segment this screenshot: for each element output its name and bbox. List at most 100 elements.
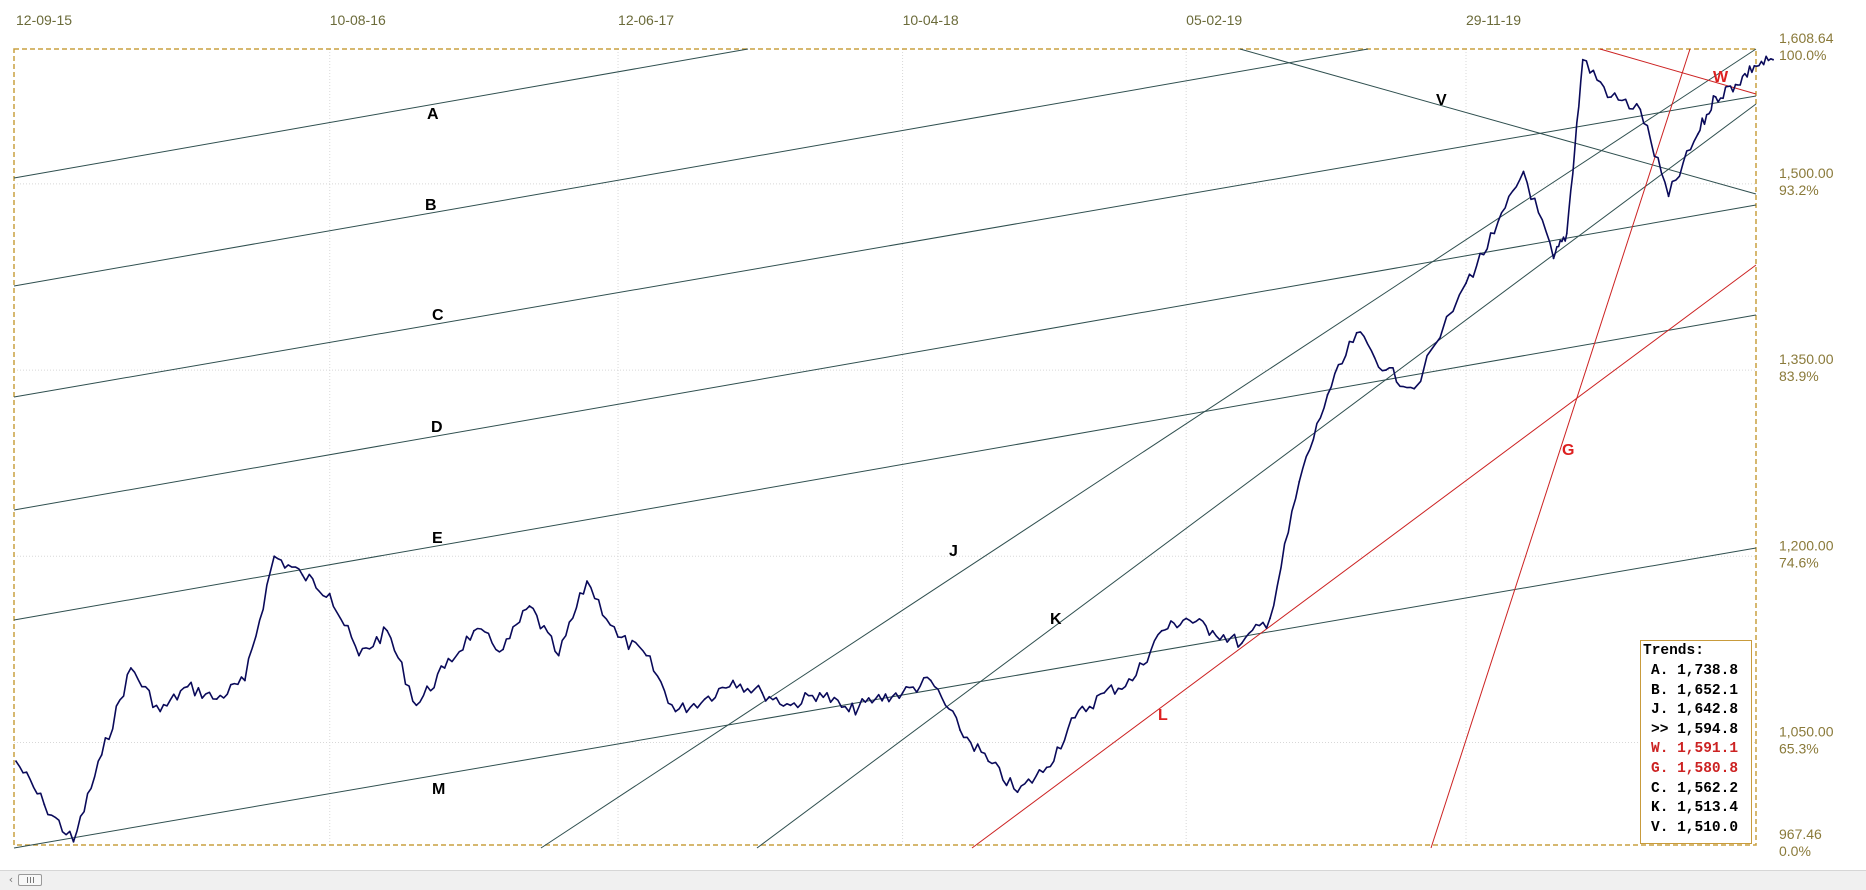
trend-label-m: M xyxy=(432,781,445,798)
price-point xyxy=(1103,692,1106,694)
trend-line-j xyxy=(540,48,1757,849)
price-point xyxy=(848,710,850,713)
price-point xyxy=(301,574,304,576)
price-point xyxy=(901,692,904,694)
price-point xyxy=(1269,617,1271,620)
trend-line-d xyxy=(13,204,1757,511)
trend-label-k: K xyxy=(1050,611,1062,628)
trends-box: Trends: A. 1,738.8 B. 1,652.1 J. 1,642.8 >>… xyxy=(1640,640,1752,844)
price-point xyxy=(674,710,677,713)
price-point xyxy=(415,704,418,707)
price-point xyxy=(1355,331,1358,334)
trend-row-value: 1,562.2 xyxy=(1668,780,1739,797)
trend-label-l: L xyxy=(1158,707,1168,724)
x-tick-label: 12-06-17 xyxy=(618,12,674,28)
price-point xyxy=(645,654,648,657)
price-point xyxy=(703,698,706,700)
trend-line-l xyxy=(971,264,1757,849)
trend-row-value: 1,642.8 xyxy=(1668,702,1739,719)
price-point xyxy=(1565,232,1568,235)
trend-row-label: G. xyxy=(1651,761,1669,777)
price-point xyxy=(1298,480,1301,483)
price-point xyxy=(1522,170,1525,173)
trend-row: K. 1,513.4 xyxy=(1651,800,1738,816)
price-point xyxy=(186,685,189,688)
horizontal-scrollbar[interactable]: ‹ xyxy=(0,870,1866,890)
price-point xyxy=(557,654,560,657)
trend-row: >> 1,594.8 xyxy=(1651,722,1738,738)
y-tick-price: 1,500.00 xyxy=(1779,165,1834,181)
trend-row: G. 1,580.8 xyxy=(1651,761,1738,777)
trend-label-d: D xyxy=(431,419,443,436)
trend-line-g xyxy=(1430,48,1691,849)
price-point xyxy=(929,679,932,682)
price-point xyxy=(1465,282,1467,285)
price-point xyxy=(1413,387,1416,390)
price-point xyxy=(1240,642,1243,645)
chart: 12-09-15 10-08-16 12-06-17 10-04-18 05-02-19… xyxy=(13,12,1834,859)
y-tick-price: 967.46 xyxy=(1779,826,1822,842)
price-point xyxy=(1045,766,1048,769)
trend-lines xyxy=(13,48,1757,849)
y-tick-price: 1,050.00 xyxy=(1779,724,1834,740)
price-point xyxy=(818,692,821,694)
scroll-thumb[interactable] xyxy=(18,874,42,886)
trend-row-label: A. xyxy=(1651,663,1669,679)
trend-row: C. 1,562.2 xyxy=(1651,781,1738,797)
trend-row-value: 1,594.8 xyxy=(1668,721,1739,738)
trend-label-j: J xyxy=(949,543,958,560)
price-point xyxy=(1074,716,1076,719)
price-point xyxy=(987,760,990,763)
x-tick-label: 05-02-19 xyxy=(1186,12,1242,28)
trend-row-label: W. xyxy=(1651,741,1669,758)
trend-label-b: B xyxy=(425,197,437,214)
trend-row-label: B. xyxy=(1651,682,1669,699)
price-point xyxy=(1552,257,1555,260)
price-point xyxy=(732,679,734,682)
trend-row-label: J. xyxy=(1651,702,1669,719)
price-point xyxy=(473,629,475,632)
trends-title: Trends: xyxy=(1643,643,1704,659)
price-point xyxy=(1160,629,1163,632)
price-point xyxy=(1696,133,1699,136)
trend-row-value: 1,510.0 xyxy=(1668,819,1739,836)
trend-label-w: W xyxy=(1713,69,1729,86)
price-point xyxy=(1493,232,1496,235)
x-axis: 12-09-15 10-08-16 12-06-17 10-04-18 05-02-19… xyxy=(16,12,1521,28)
trend-label-g: G xyxy=(1562,442,1574,459)
price-point xyxy=(215,698,218,700)
price-point xyxy=(1016,791,1019,794)
price-point xyxy=(528,605,531,607)
price-point xyxy=(1667,195,1670,198)
y-tick-price: 1,200.00 xyxy=(1779,537,1834,553)
trend-line-v xyxy=(1239,48,1757,195)
plot-frame xyxy=(13,48,1757,846)
price-line xyxy=(15,55,1774,843)
price-point xyxy=(273,555,276,558)
trend-row-label: C. xyxy=(1651,780,1669,797)
grid xyxy=(14,49,1756,845)
trend-row-value: 1,652.1 xyxy=(1668,682,1739,699)
y-tick-percent: 100.0% xyxy=(1779,47,1826,63)
trend-row-value: 1,738.8 xyxy=(1668,663,1739,679)
price-point xyxy=(159,710,162,713)
trend-row: J. 1,642.8 xyxy=(1651,702,1738,718)
trend-row: V. 1,510.0 xyxy=(1651,820,1738,836)
trend-row-value: 1,580.8 xyxy=(1668,761,1739,777)
y-tick-price: 1,350.00 xyxy=(1779,351,1834,367)
price-point xyxy=(1772,58,1774,61)
price-point xyxy=(43,803,46,806)
x-tick-label: 10-04-18 xyxy=(903,12,959,28)
scroll-left-arrow-icon[interactable]: ‹ xyxy=(8,873,14,886)
price-point xyxy=(1714,96,1717,98)
price-point xyxy=(586,580,588,582)
price-point xyxy=(358,654,360,657)
trend-label-c: C xyxy=(432,307,444,324)
price-point xyxy=(1581,58,1584,61)
x-tick-label: 10-08-16 xyxy=(330,12,386,28)
price-point xyxy=(502,648,504,651)
trend-line-a xyxy=(13,48,749,179)
y-tick-percent: 0.0% xyxy=(1779,843,1811,859)
price-series xyxy=(15,55,1774,843)
